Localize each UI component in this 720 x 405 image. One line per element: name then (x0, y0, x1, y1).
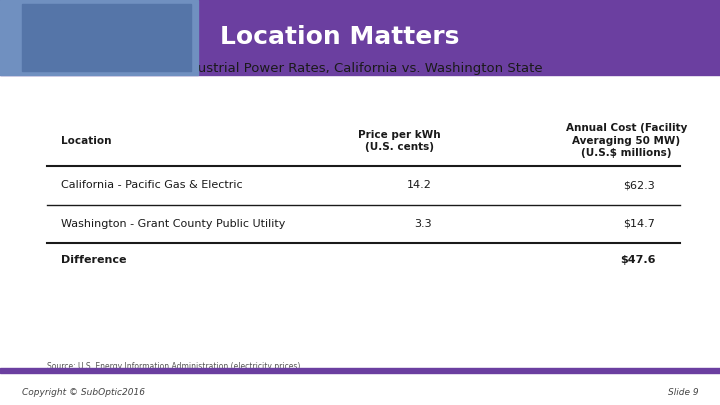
Text: California - Pacific Gas & Electric: California - Pacific Gas & Electric (61, 180, 243, 190)
Text: Copyright © SubOptic2016: Copyright © SubOptic2016 (22, 388, 145, 397)
Bar (0, 368, 720, 373)
Text: Industrial Power Rates, California vs. Washington State: Industrial Power Rates, California vs. W… (177, 62, 543, 75)
Text: Slide 9: Slide 9 (667, 388, 698, 397)
Text: $62.3: $62.3 (624, 180, 655, 190)
Text: Difference: Difference (61, 255, 127, 265)
Text: Location: Location (61, 136, 112, 146)
Bar (22, 4, 191, 71)
Text: $47.6: $47.6 (620, 255, 655, 265)
Bar (0, 0, 720, 75)
Text: Source: U.S. Energy Information Administration (electricity prices): Source: U.S. Energy Information Administ… (47, 362, 300, 371)
Text: Price per kWh
(U.S. cents): Price per kWh (U.S. cents) (359, 130, 441, 152)
Bar (0, 0, 198, 75)
Text: $14.7: $14.7 (624, 219, 655, 229)
Text: Annual Cost (Facility
Averaging 50 MW)
(U.S.$ millions): Annual Cost (Facility Averaging 50 MW) (… (566, 124, 687, 158)
Text: Washington - Grant County Public Utility: Washington - Grant County Public Utility (61, 219, 286, 229)
Text: 14.2: 14.2 (407, 180, 432, 190)
Text: 3.3: 3.3 (415, 219, 432, 229)
Text: Location Matters: Location Matters (220, 26, 459, 49)
